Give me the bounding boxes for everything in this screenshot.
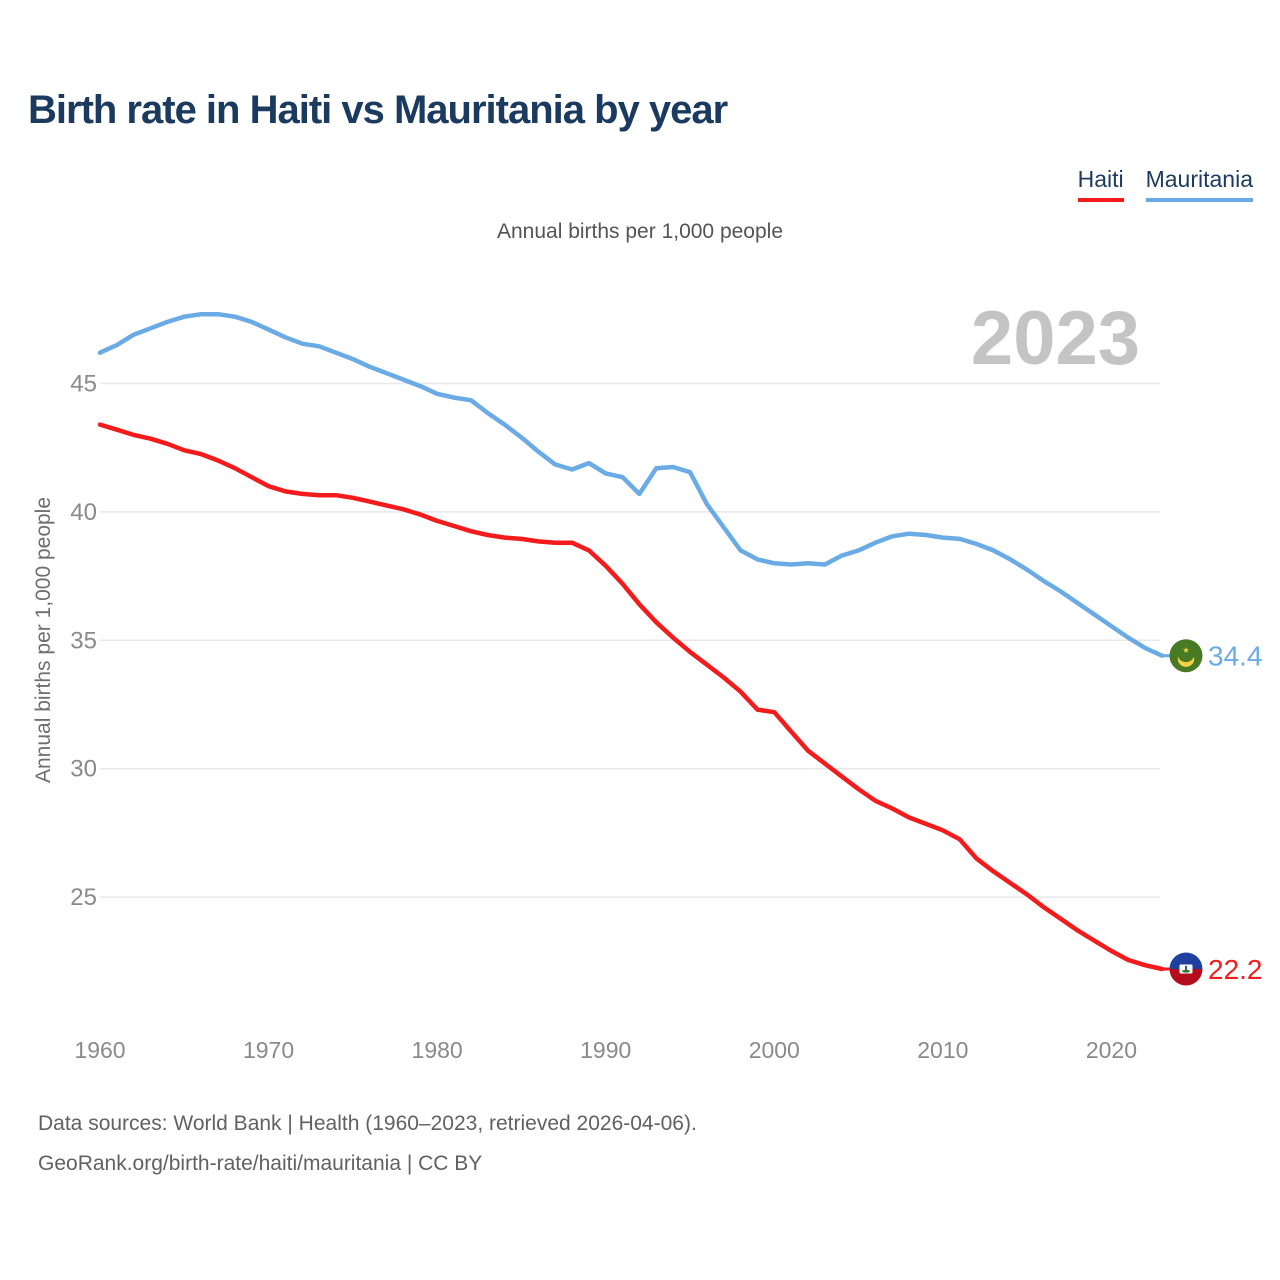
haiti-line [97,422,1165,972]
x-tick-label-2020: 2020 [1086,1037,1137,1063]
x-tick-label-2000: 2000 [749,1037,800,1063]
x-tick-label-1980: 1980 [412,1037,463,1063]
x-tick-label-1960: 1960 [74,1037,125,1063]
y-tick-label-40: 40 [70,499,97,526]
x-tick-label-2010: 2010 [917,1037,968,1063]
legend-item-haiti[interactable]: Haiti [1077,166,1124,202]
y-tick-label-25: 25 [70,884,97,911]
legend: Haiti Mauritania [1077,166,1253,202]
haiti-flag-icon [1169,952,1203,986]
footer-attribution: GeoRank.org/birth-rate/haiti/mauritania … [38,1152,483,1175]
y-tick-label-35: 35 [70,627,97,654]
year-watermark: 2023 [971,296,1140,381]
mauritania-line [97,311,1165,658]
footer: Data sources: World Bank | Health (1960–… [38,1104,697,1184]
y-tick-label-30: 30 [70,756,97,783]
x-tick-label-1970: 1970 [243,1037,294,1063]
legend-item-mauritania[interactable]: Mauritania [1145,166,1253,202]
x-tick-label-1990: 1990 [580,1037,631,1063]
haiti-end-value: 22.2 [1208,954,1263,985]
mauritania-flag-icon [1169,639,1203,673]
chart-subtitle: Annual births per 1,000 people [496,220,784,243]
y-tick-label-45: 45 [70,371,97,398]
page-title: Birth rate in Haiti vs Mauritania by yea… [28,88,728,132]
footer-data-sources: Data sources: World Bank | Health (1960–… [38,1112,697,1135]
mauritania-end-value: 34.4 [1208,641,1263,672]
